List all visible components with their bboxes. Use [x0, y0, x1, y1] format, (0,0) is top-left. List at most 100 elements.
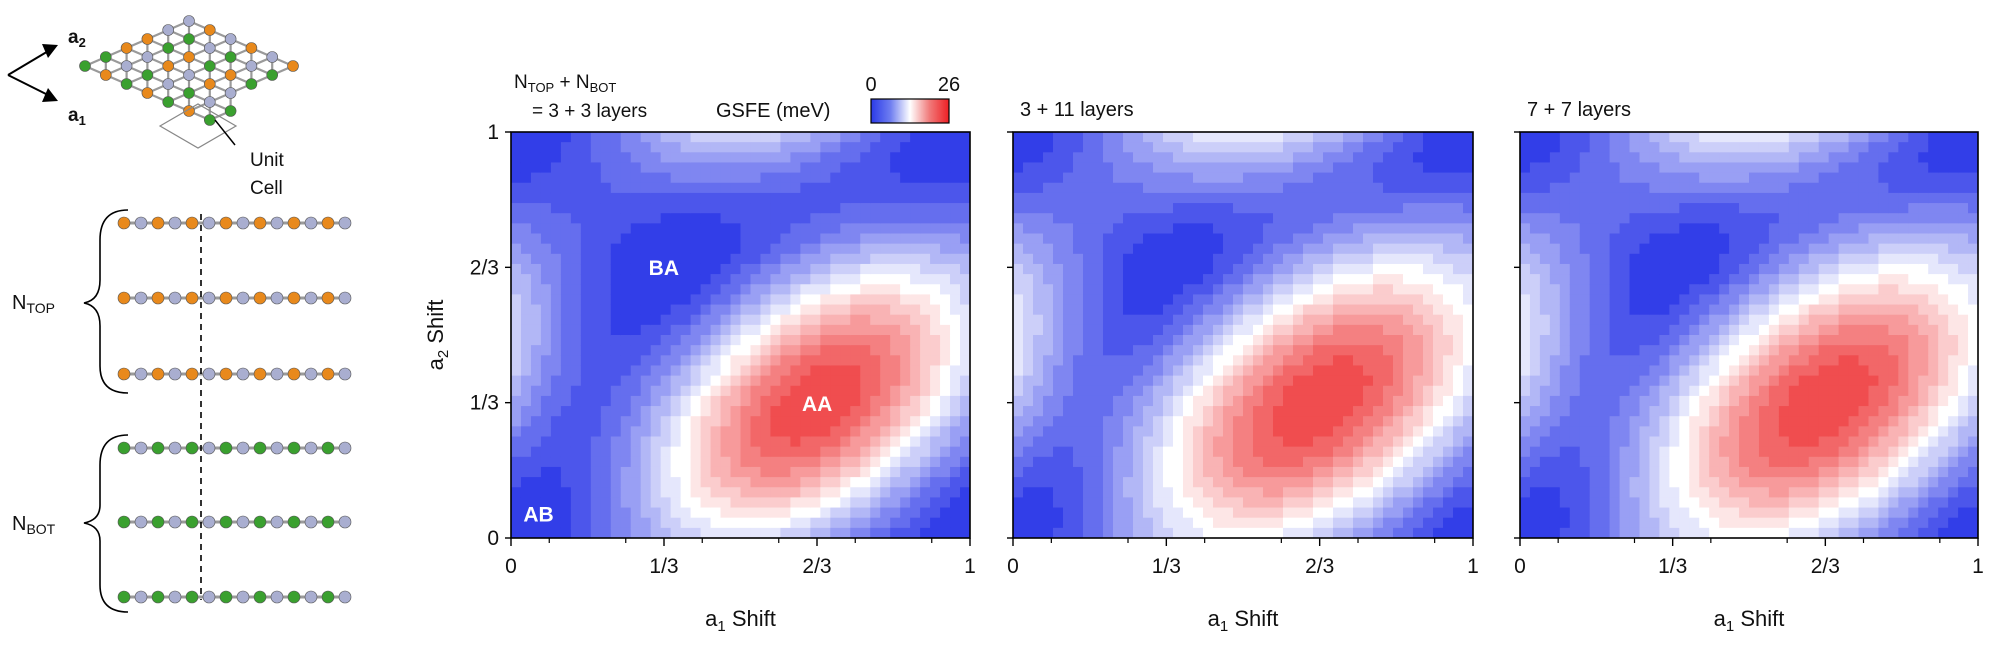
heatmap-cell — [1719, 263, 1730, 275]
heatmap-cell — [1303, 385, 1314, 397]
heatmap-cell — [830, 345, 841, 356]
heatmap-cell — [1589, 365, 1601, 377]
heatmap-cell — [550, 517, 562, 529]
heatmap-cell — [650, 355, 662, 367]
heatmap-cell — [1699, 152, 1710, 164]
heatmap-cell — [790, 253, 801, 265]
heatmap-cell — [850, 466, 861, 478]
heatmap-cell — [1463, 426, 1473, 438]
heatmap-cell — [1303, 477, 1314, 488]
heatmap-cell — [1463, 335, 1473, 346]
heatmap-cell — [1183, 335, 1194, 346]
heatmap-cell — [640, 365, 652, 377]
layer-atom — [236, 590, 250, 604]
heatmap-cell — [1113, 294, 1124, 306]
heatmap-cell — [540, 324, 552, 336]
heatmap-cell — [1083, 132, 1094, 143]
heatmap-cell — [1313, 375, 1324, 387]
heatmap-cell — [800, 345, 811, 356]
heatmap-cell — [1729, 162, 1740, 174]
heatmap-cell — [540, 132, 552, 143]
heatmap-cell — [730, 182, 742, 194]
heatmap-cell — [1103, 355, 1114, 367]
heatmap-cell — [740, 375, 752, 387]
colorbar: GSFE (meV) 0 26 — [716, 74, 960, 124]
heatmap-cell — [640, 152, 652, 164]
heatmap-cell — [1739, 497, 1750, 509]
heatmap-cell — [1413, 284, 1424, 295]
heatmap-cell — [790, 304, 801, 316]
heatmap-cell — [680, 274, 692, 285]
heatmap-cell — [1569, 487, 1581, 498]
heatmap-cell — [540, 304, 552, 316]
heatmap-cell — [1083, 517, 1094, 529]
heatmap-cell — [1073, 477, 1084, 488]
heatmap-cell — [1283, 324, 1294, 336]
heatmap-cell — [1689, 142, 1700, 153]
heatmap-cell — [1343, 243, 1354, 255]
heatmap-cell — [830, 406, 841, 417]
heatmap-cell — [1113, 385, 1124, 397]
heatmap-cell — [1443, 284, 1454, 295]
heatmap-cell — [1453, 223, 1464, 235]
heatmap-cell — [1749, 304, 1760, 316]
heatmap-cell — [1569, 345, 1581, 356]
heatmap-cell — [920, 517, 931, 529]
heatmap-cell — [1323, 213, 1334, 224]
heatmap-cell — [1063, 477, 1074, 488]
a2-vector-label: a2 — [68, 27, 86, 50]
heatmap-cell — [1263, 203, 1274, 214]
heatmap-cell — [1520, 385, 1531, 397]
heatmap-cell — [630, 436, 642, 448]
heatmap-cell — [1163, 527, 1174, 538]
heatmap-cell — [1303, 304, 1314, 316]
heatmap-cell — [1549, 355, 1561, 367]
heatmap-cell — [920, 466, 931, 478]
heatmap-cell — [1699, 446, 1710, 458]
heatmap-cell — [780, 243, 791, 255]
heatmap-cell — [1023, 324, 1034, 336]
heatmap-cell — [1539, 203, 1551, 214]
heatmap-cell — [1363, 213, 1374, 224]
heatmap-cell — [1083, 456, 1094, 468]
heatmap-cell — [1243, 487, 1254, 498]
heatmap-cell — [1013, 253, 1024, 265]
heatmap-cell — [1353, 182, 1364, 194]
heatmap-cell — [1659, 314, 1670, 326]
heatmap-cell — [740, 172, 752, 184]
heatmap-cell — [1669, 487, 1680, 498]
heatmap-cell — [1153, 517, 1164, 529]
heatmap-cell — [1303, 527, 1314, 538]
heatmap-cell — [820, 487, 831, 498]
heatmap-cell — [1393, 294, 1404, 306]
heatmap-cell — [1629, 152, 1641, 164]
heatmap-cell — [1143, 395, 1154, 407]
heatmap-cell — [710, 213, 722, 224]
heatmap-cell — [870, 213, 881, 224]
heatmap-cell — [950, 436, 961, 448]
heatmap-cell — [1313, 263, 1324, 275]
heatmap-cell — [1243, 416, 1254, 427]
heatmap-cell — [950, 406, 961, 417]
heatmap-cell — [1758, 253, 1770, 265]
heatmap-cell — [650, 477, 662, 488]
heatmap-cell — [1393, 132, 1404, 143]
heatmap-cell — [810, 152, 821, 164]
heatmap-cell — [1013, 233, 1024, 245]
heatmap-cell — [590, 527, 602, 538]
heatmap-cell — [550, 304, 562, 316]
heatmap-cell — [750, 466, 762, 478]
heatmap-cell — [950, 345, 961, 356]
heatmap-cell — [1579, 385, 1591, 397]
heatmap-cell — [560, 436, 572, 448]
heatmap-cell — [1283, 213, 1294, 224]
heatmap-cell — [1768, 294, 1780, 306]
heatmap-cell — [1758, 243, 1770, 255]
heatmap-cell — [830, 355, 841, 367]
heatmap-cell — [511, 416, 522, 427]
heatmap-cell — [1649, 527, 1660, 538]
heatmap-cell — [1659, 406, 1670, 417]
heatmap-cell — [1113, 253, 1124, 265]
heatmap-cell — [1273, 355, 1284, 367]
heatmap-cell — [1153, 335, 1164, 346]
